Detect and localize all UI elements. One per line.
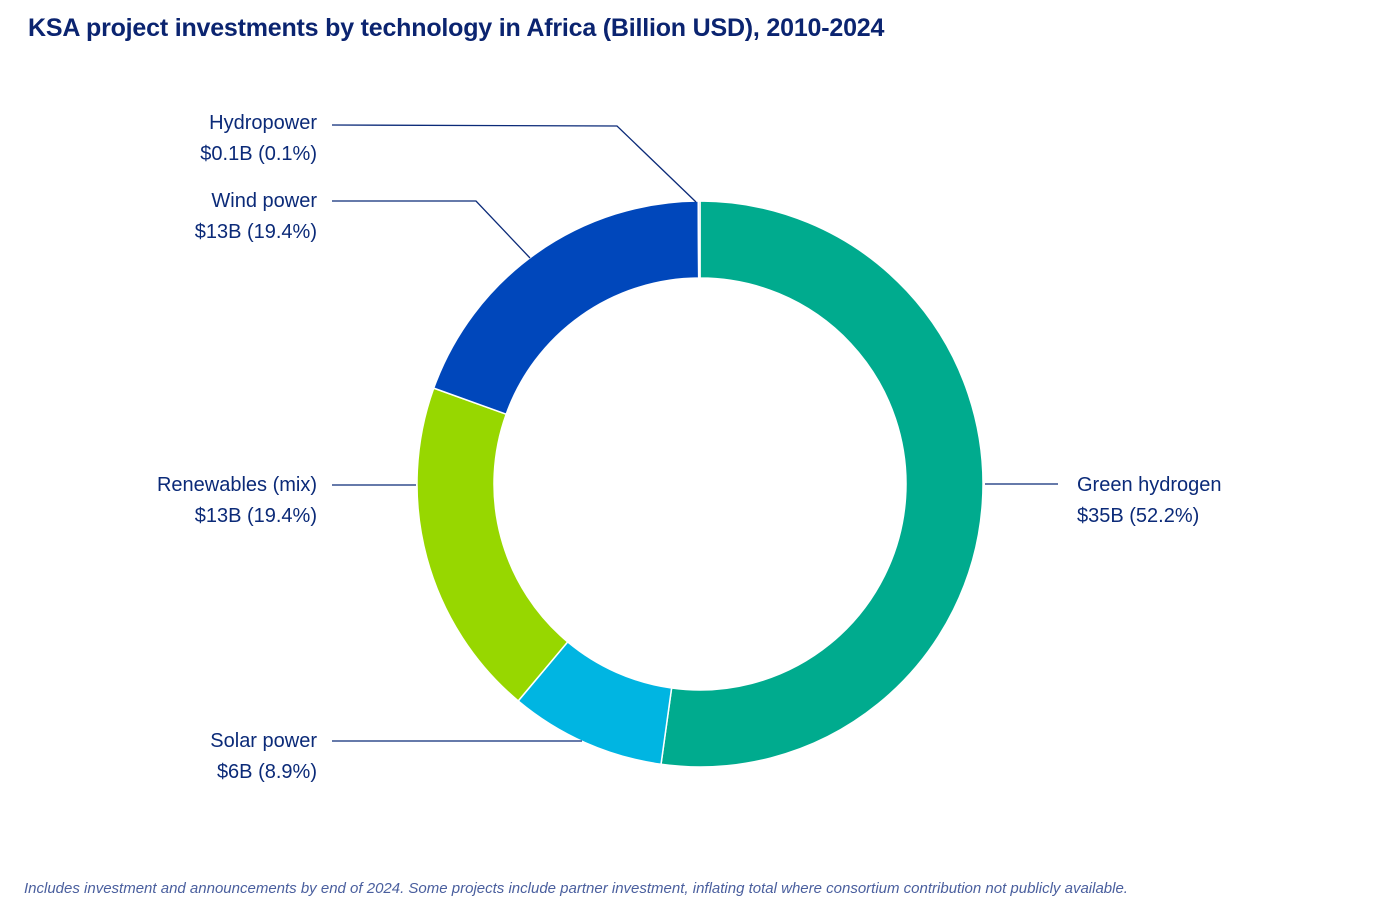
donut-slices (416, 200, 984, 768)
label-value-wind-power: $13B (19.4%) (195, 221, 317, 243)
chart-title: KSA project investments by technology in… (28, 14, 885, 42)
slice-renewables-mix (416, 387, 569, 702)
label-name-hydropower: Hydropower (209, 112, 317, 134)
leader-line-wind-power (332, 200, 531, 259)
label-name-renewables-mix: Renewables (mix) (157, 474, 317, 496)
slice-labels: Green hydrogen $35B (52.2%) Solar power $6B… (157, 112, 1222, 783)
label-value-hydropower: $0.1B (0.1%) (200, 143, 317, 165)
leader-line-hydropower (331, 124, 697, 203)
footnote: Includes investment and announcements by… (24, 880, 1128, 897)
label-name-wind-power: Wind power (211, 190, 317, 212)
slice-green-hydrogen (660, 200, 984, 768)
label-name-green-hydrogen: Green hydrogen (1077, 474, 1222, 496)
slice-wind-power (432, 200, 700, 416)
leader-lines (331, 124, 1058, 742)
label-value-solar-power: $6B (8.9%) (217, 761, 317, 783)
label-name-solar-power: Solar power (210, 730, 317, 752)
slice-hydropower (697, 200, 701, 279)
label-value-renewables-mix: $13B (19.4%) (195, 505, 317, 527)
label-value-green-hydrogen: $35B (52.2%) (1077, 505, 1199, 527)
